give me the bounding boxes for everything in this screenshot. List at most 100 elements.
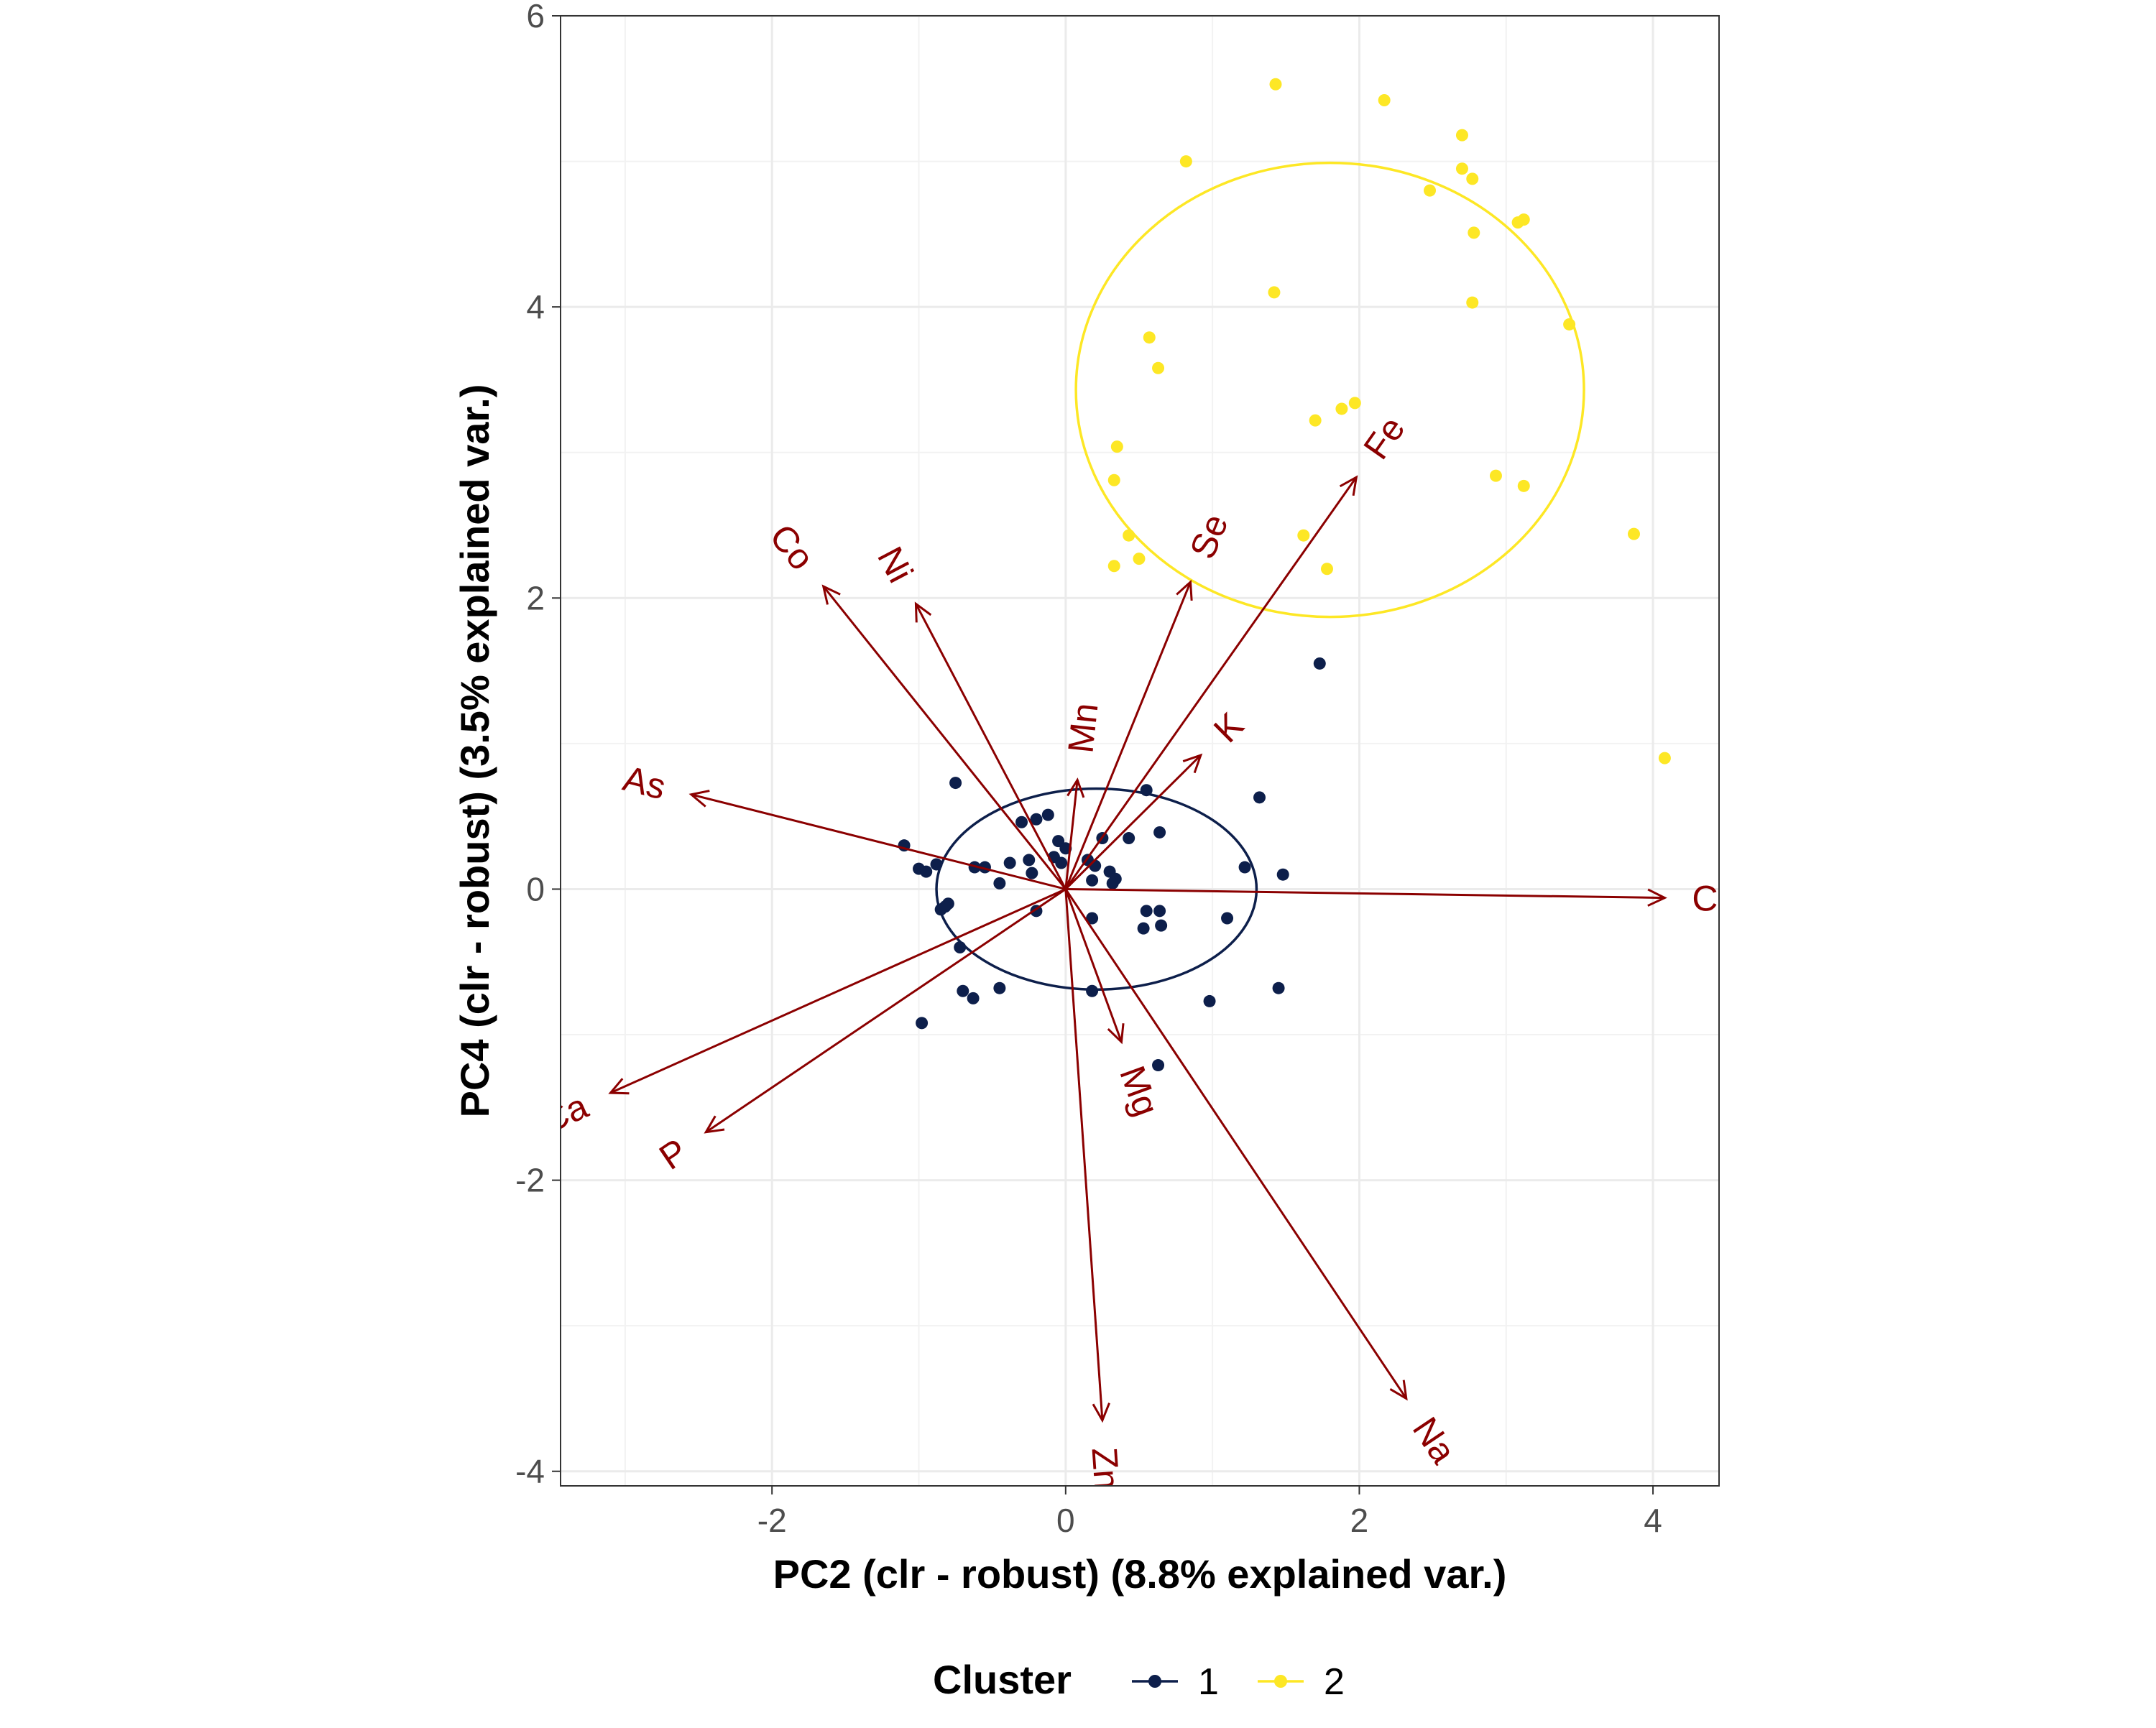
arrow-fe-label: Fe bbox=[1355, 409, 1412, 466]
cluster-2-point bbox=[1133, 553, 1146, 565]
arrow-as-line bbox=[691, 793, 1067, 890]
cluster-2-point bbox=[1320, 563, 1333, 576]
y-axis-title: PC4 (clr - robust) (3.5% explained var.) bbox=[452, 384, 497, 1118]
legend-label-2: 2 bbox=[1324, 1661, 1345, 1703]
cluster-1-point bbox=[1026, 867, 1038, 879]
arrow-co-head bbox=[821, 584, 841, 605]
cluster-2-point bbox=[1348, 397, 1361, 410]
cluster-2-point bbox=[1107, 560, 1120, 573]
cluster-2-point bbox=[1466, 172, 1479, 185]
legend-label-1: 1 bbox=[1198, 1661, 1219, 1703]
arrow-se-head bbox=[1176, 579, 1193, 601]
cluster-2-point bbox=[1455, 162, 1468, 175]
arrow-ca-line bbox=[609, 888, 1067, 1094]
arrow-cu-label: Cu bbox=[1692, 878, 1738, 919]
arrow-na-head bbox=[1389, 1380, 1408, 1401]
cluster-1-point bbox=[1055, 856, 1068, 869]
cluster-1-point bbox=[1313, 657, 1326, 670]
arrow-ni-label: Ni bbox=[870, 540, 921, 589]
arrow-k-head bbox=[1182, 753, 1203, 774]
cluster-1-point bbox=[993, 877, 1006, 890]
cluster-1-point bbox=[1153, 826, 1166, 838]
cluster-1-point bbox=[1153, 905, 1166, 918]
y-tick-label: 2 bbox=[526, 579, 545, 616]
arrow-ni-head bbox=[914, 601, 932, 623]
arrow-fe-line bbox=[1064, 476, 1358, 890]
x-axis-title: PC2 (clr - robust) (8.8% explained var.) bbox=[773, 1551, 1507, 1597]
cluster-2-point bbox=[1468, 226, 1480, 239]
cluster-1-point bbox=[1152, 1059, 1165, 1072]
cluster-2-point bbox=[1517, 479, 1530, 492]
cluster-2-point bbox=[1309, 414, 1322, 427]
cluster-2-point bbox=[1658, 752, 1671, 764]
cluster-1-point bbox=[1086, 912, 1099, 925]
x-tick-label: 0 bbox=[1056, 1502, 1075, 1539]
arrow-cu-line bbox=[1065, 887, 1665, 900]
arrow-mg-line bbox=[1064, 888, 1123, 1043]
arrow-co-line bbox=[822, 586, 1067, 890]
cluster-2-point bbox=[1628, 527, 1641, 540]
cluster-1-point bbox=[1140, 784, 1153, 797]
arrow-ca-label: Ca bbox=[535, 1086, 594, 1141]
grid-lines bbox=[561, 14, 1719, 1486]
arrow-p-label: P bbox=[652, 1131, 694, 1178]
cluster-1-point bbox=[941, 897, 954, 910]
legend-key-point-2 bbox=[1274, 1675, 1287, 1688]
arrow-k-line bbox=[1064, 754, 1202, 890]
cluster-1-point bbox=[1015, 816, 1028, 828]
cluster-2-point bbox=[1563, 318, 1576, 331]
cluster-2-point bbox=[1378, 93, 1391, 106]
cluster-1-point bbox=[1155, 919, 1168, 932]
cluster-1-point bbox=[1030, 813, 1043, 826]
cluster-2-point bbox=[1424, 184, 1437, 197]
arrow-p-head bbox=[704, 1115, 725, 1134]
cluster-2-point bbox=[1335, 402, 1348, 415]
cluster-2-point bbox=[1123, 529, 1135, 542]
arrow-ca-head bbox=[608, 1078, 630, 1095]
cluster-2-ellipse bbox=[1074, 161, 1585, 619]
cluster-1-point bbox=[993, 981, 1006, 994]
arrow-mn-head bbox=[1067, 777, 1085, 798]
x-tick-label: 2 bbox=[1350, 1502, 1369, 1539]
arrow-zn-label: Zn bbox=[1084, 1446, 1128, 1491]
arrow-se-label: Se bbox=[1182, 509, 1236, 565]
cluster-2-point bbox=[1455, 129, 1468, 142]
y-tick-label: -2 bbox=[515, 1162, 545, 1199]
cluster-2-point bbox=[1107, 473, 1120, 486]
arrow-fe-head bbox=[1339, 475, 1358, 496]
cluster-1-point bbox=[1089, 859, 1102, 872]
cluster-1-point bbox=[1123, 832, 1135, 845]
arrow-as-label: As bbox=[619, 758, 670, 808]
arrow-as-head bbox=[688, 790, 710, 808]
arrow-na-line bbox=[1064, 888, 1408, 1400]
cluster-1-point bbox=[916, 1017, 929, 1030]
arrow-na-label: Na bbox=[1405, 1410, 1464, 1470]
arrow-se-line bbox=[1064, 581, 1192, 890]
plot-panel-border bbox=[560, 15, 1720, 1487]
arrow-cu-head bbox=[1647, 888, 1667, 907]
cluster-1-point bbox=[1003, 856, 1016, 869]
cluster-2-point bbox=[1297, 529, 1310, 542]
cluster-2-point bbox=[1110, 440, 1123, 453]
cluster-2-point bbox=[1179, 155, 1192, 168]
arrow-zn-line bbox=[1064, 889, 1104, 1420]
cluster-2-point bbox=[1466, 296, 1479, 309]
y-tick-label: 0 bbox=[526, 870, 545, 907]
cluster-2-point bbox=[1489, 469, 1502, 482]
cluster-2-point bbox=[1152, 361, 1165, 374]
x-tick-label: 4 bbox=[1644, 1502, 1662, 1539]
axes: -2 0 2 4 -4 -2 0 2 4 6 bbox=[515, 0, 1662, 1539]
cluster-1-point bbox=[1221, 912, 1234, 925]
arrow-ni-line bbox=[915, 603, 1067, 890]
x-tick-label: -2 bbox=[757, 1502, 787, 1539]
cluster-1-point bbox=[957, 984, 969, 997]
cluster-1-point bbox=[949, 777, 962, 790]
cluster-1-point bbox=[1203, 994, 1216, 1007]
cluster-1-point bbox=[1106, 877, 1119, 890]
cluster-2-point bbox=[1268, 286, 1281, 299]
cluster-2-point bbox=[1517, 213, 1530, 226]
scatter-points bbox=[898, 78, 1671, 1072]
arrow-mn-label: Mn bbox=[1060, 701, 1105, 755]
